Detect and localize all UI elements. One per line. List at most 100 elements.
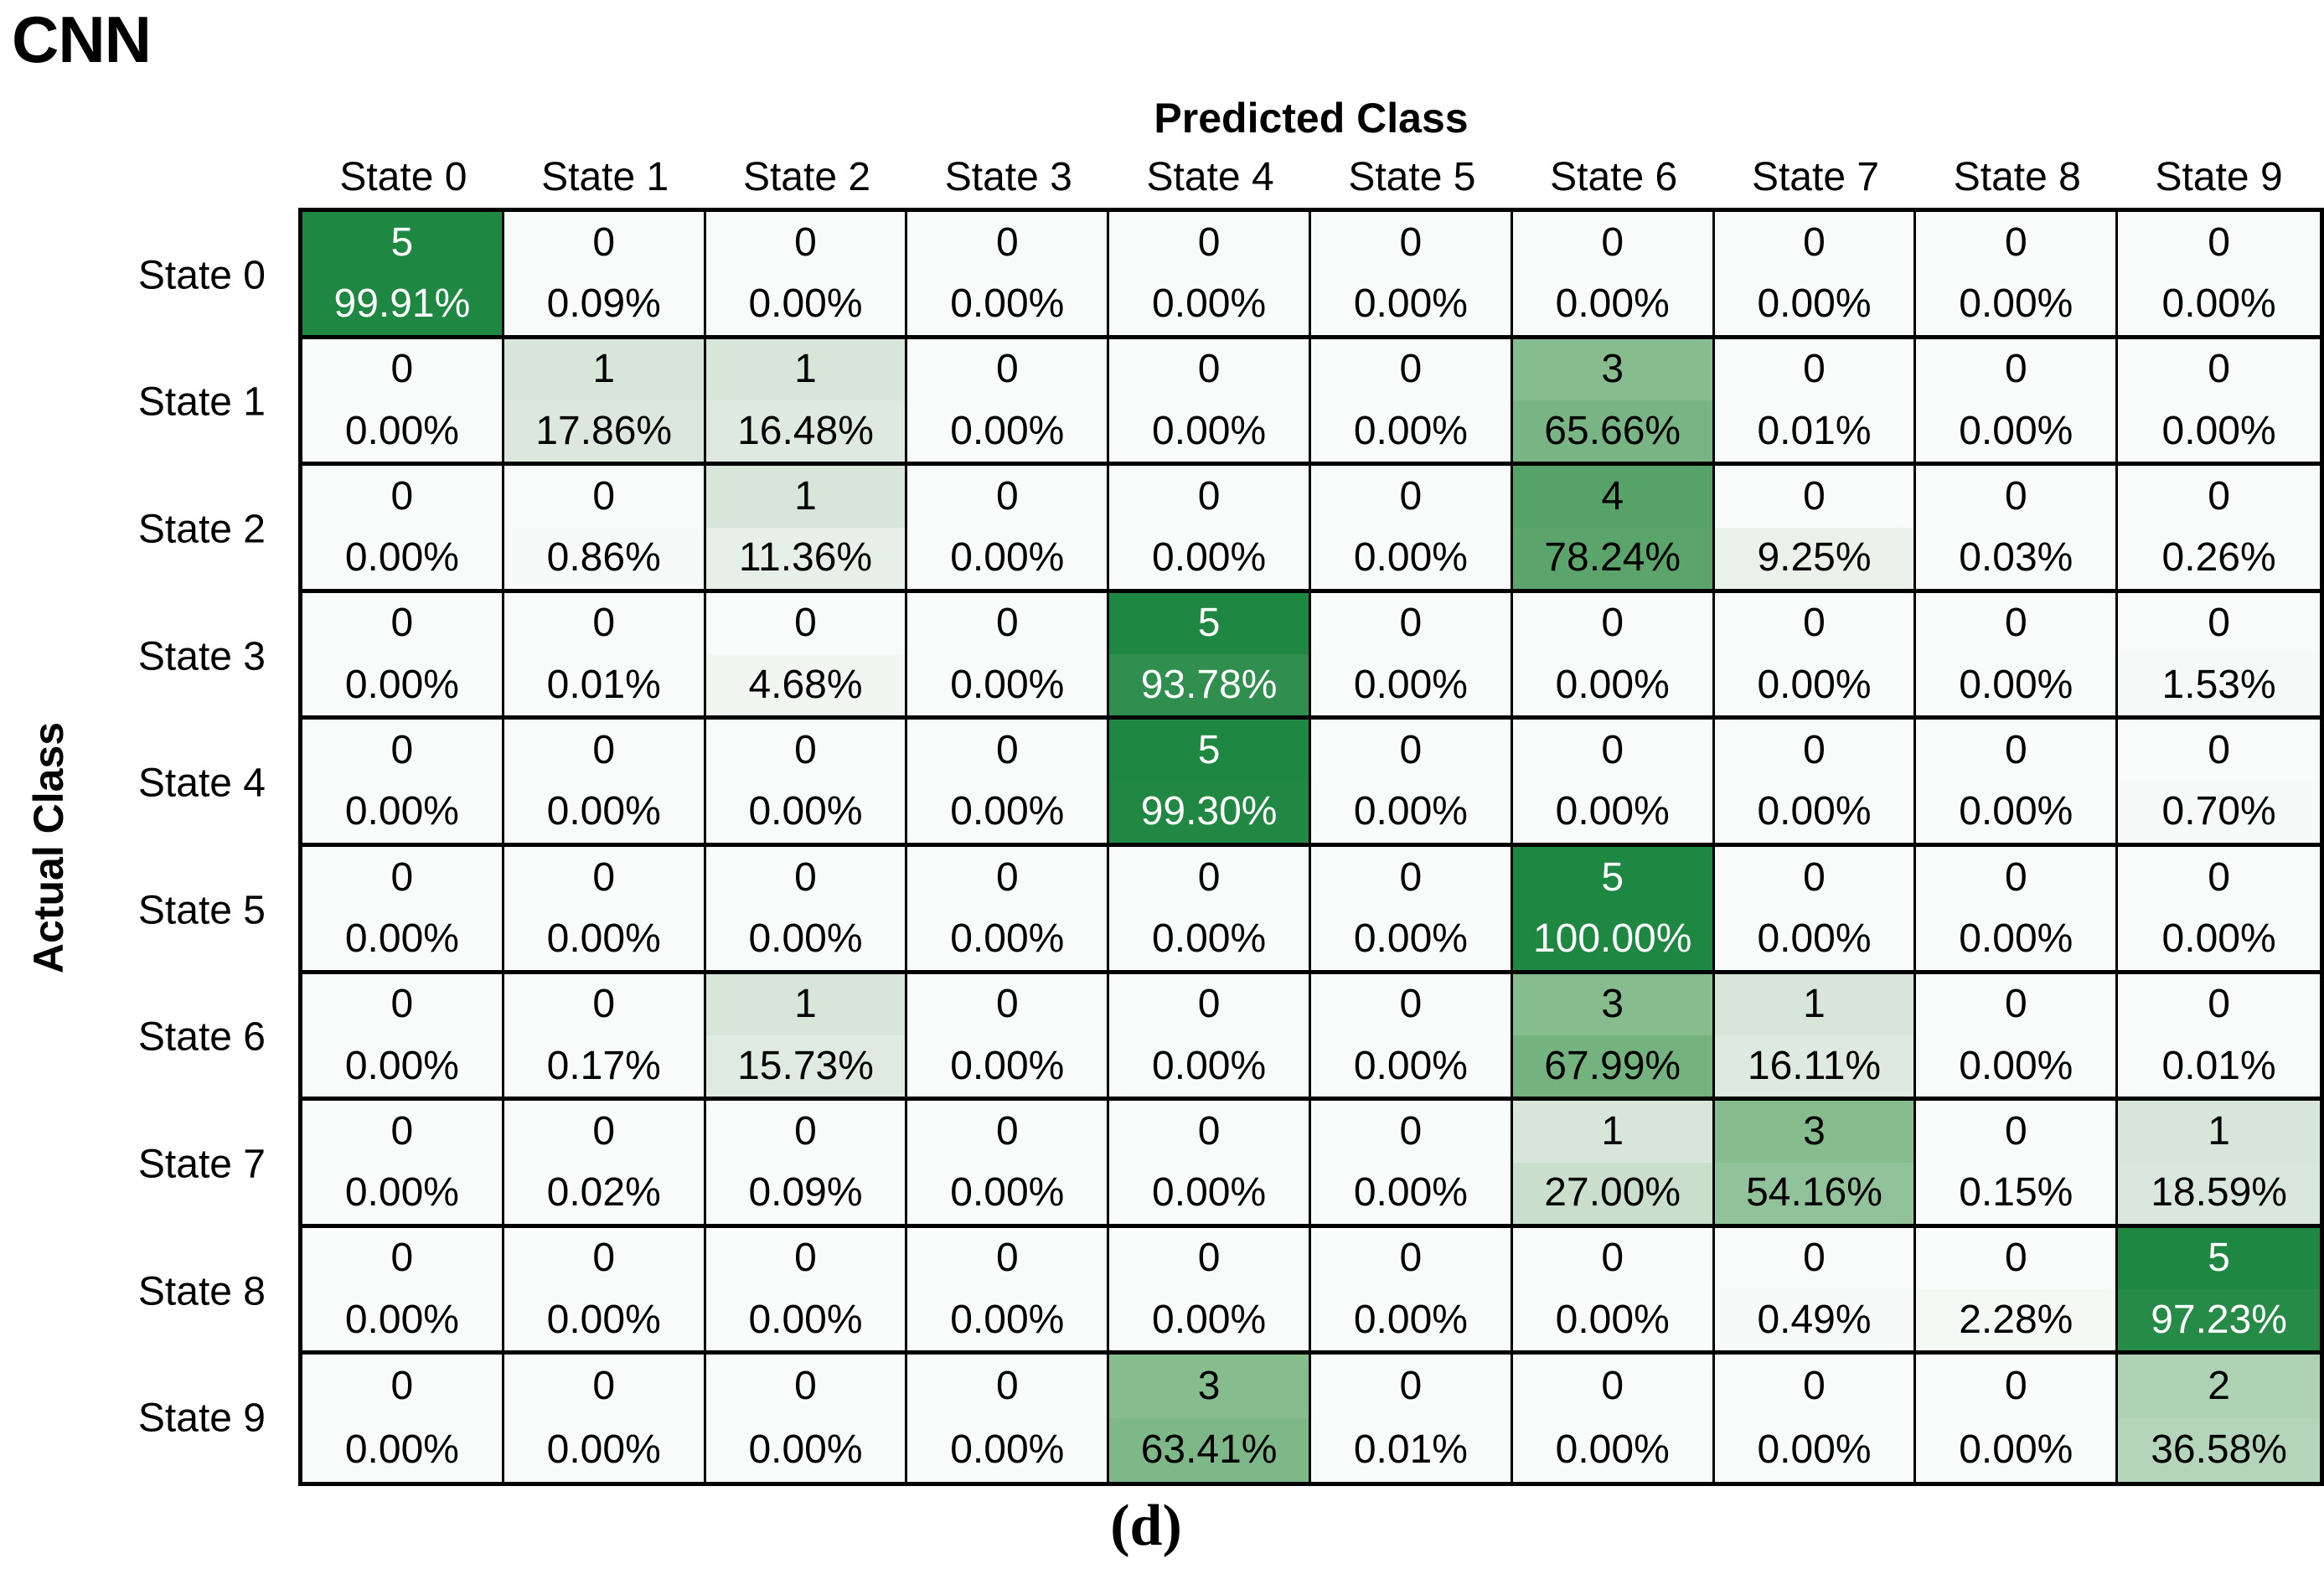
- cell-count: 0: [302, 338, 502, 400]
- cell-count: 0: [1311, 466, 1511, 528]
- cell-percent: 11.36%: [705, 527, 906, 589]
- cell-percent: 78.24%: [1512, 527, 1712, 589]
- matrix-cell: 3 67.99%: [1512, 973, 1715, 1102]
- cell-count: 1: [705, 338, 906, 400]
- matrix-cell: 0 0.01%: [1714, 338, 1917, 467]
- matrix-cell: 0 0.00%: [302, 1355, 504, 1482]
- matrix-cell: 5 99.30%: [1109, 720, 1311, 847]
- cell-percent: 0.00%: [1311, 527, 1511, 589]
- cell-percent: 0.00%: [907, 273, 1108, 335]
- matrix-cell: 0 0.00%: [1109, 466, 1311, 593]
- row-header: State 9: [137, 1396, 266, 1441]
- cell-count: 0: [1311, 1101, 1511, 1163]
- matrix-cell: 0 0.00%: [2118, 847, 2320, 974]
- matrix-cell: 5 99.91%: [302, 212, 504, 339]
- cell-count: 1: [1714, 973, 1914, 1035]
- matrix-cell: 0 0.00%: [907, 973, 1110, 1102]
- cell-count: 0: [1714, 466, 1914, 528]
- cell-percent: 0.00%: [907, 1035, 1108, 1097]
- cell-count: 5: [302, 212, 502, 274]
- cell-percent: 0.00%: [2118, 273, 2320, 335]
- matrix-cell: 5 97.23%: [2118, 1227, 2320, 1355]
- cell-count: 0: [1311, 592, 1511, 655]
- cell-count: 0: [2118, 466, 2320, 528]
- matrix-cell: 0 0.01%: [2118, 973, 2320, 1102]
- matrix-cell: 0 0.00%: [1512, 592, 1715, 720]
- cell-count: 0: [1109, 1101, 1309, 1163]
- cell-percent: 0.00%: [1916, 1035, 2116, 1097]
- cell-count: 0: [504, 720, 704, 782]
- matrix-cell: 0 9.25%: [1714, 466, 1917, 593]
- matrix-cell: 0 0.70%: [2118, 720, 2320, 847]
- matrix-cell: 1 15.73%: [705, 973, 908, 1102]
- matrix-cell: 0 0.00%: [1714, 1355, 1917, 1482]
- cell-count: 0: [1714, 1355, 1914, 1419]
- cell-count: 1: [705, 973, 906, 1035]
- matrix-cell: 0 0.00%: [302, 592, 504, 720]
- row-header: State 1: [137, 379, 266, 425]
- cell-percent: 93.78%: [1109, 654, 1309, 716]
- cell-percent: 16.48%: [705, 400, 906, 462]
- matrix-cell: 0 0.00%: [705, 847, 908, 974]
- cell-percent: 0.86%: [504, 527, 704, 589]
- cell-percent: 0.00%: [907, 1289, 1108, 1351]
- cell-percent: 27.00%: [1512, 1162, 1712, 1224]
- cell-count: 0: [907, 592, 1108, 655]
- matrix-cell: 1 18.59%: [2118, 1101, 2320, 1228]
- matrix-cell: 0 0.00%: [907, 212, 1110, 339]
- matrix-cell: 0 0.00%: [907, 720, 1110, 847]
- cell-percent: 0.00%: [705, 1418, 906, 1482]
- cell-percent: 0.00%: [1714, 908, 1914, 970]
- cell-count: 0: [1311, 212, 1511, 274]
- matrix-cell: 5 93.78%: [1109, 592, 1311, 720]
- matrix-cell: 0 0.00%: [1109, 212, 1311, 339]
- cell-count: 0: [1311, 1355, 1511, 1419]
- cell-percent: 0.00%: [302, 1289, 502, 1351]
- cell-percent: 0.00%: [302, 781, 502, 844]
- matrix-cell: 0 0.00%: [1311, 1227, 1513, 1355]
- row-header: State 7: [137, 1142, 266, 1187]
- matrix-cell: 0 2.28%: [1916, 1227, 2119, 1355]
- matrix-cell: 0 0.09%: [705, 1101, 908, 1228]
- cell-percent: 0.00%: [907, 781, 1108, 844]
- cell-percent: 0.00%: [504, 1418, 704, 1482]
- matrix-cell: 0 0.00%: [1109, 338, 1311, 467]
- cell-count: 0: [705, 1101, 906, 1163]
- cell-count: 0: [1916, 1227, 2116, 1290]
- cell-count: 0: [1512, 212, 1712, 274]
- cell-percent: 65.66%: [1512, 400, 1712, 462]
- cell-percent: 0.00%: [302, 908, 502, 970]
- cell-count: 0: [705, 212, 906, 274]
- cell-count: 0: [2118, 338, 2320, 400]
- cell-percent: 0.00%: [504, 1289, 704, 1351]
- cell-count: 0: [1714, 847, 1914, 909]
- matrix-cell: 0 0.00%: [1512, 1227, 1715, 1355]
- cell-percent: 0.00%: [1109, 400, 1309, 462]
- cell-count: 0: [1109, 1227, 1309, 1290]
- row-header: State 3: [137, 634, 266, 679]
- cell-percent: 54.16%: [1714, 1162, 1914, 1224]
- matrix-cell: 0 0.00%: [302, 1101, 504, 1228]
- cell-percent: 0.01%: [504, 654, 704, 716]
- matrix-cell: 1 11.36%: [705, 466, 908, 593]
- matrix-cell: 0 0.00%: [1916, 973, 2119, 1102]
- cell-count: 0: [2118, 212, 2320, 274]
- cell-count: 0: [1512, 1227, 1712, 1290]
- cell-count: 0: [1916, 212, 2116, 274]
- matrix-cell: 0 0.00%: [1109, 1227, 1311, 1355]
- cell-percent: 0.49%: [1714, 1289, 1914, 1351]
- cell-percent: 0.02%: [504, 1162, 704, 1224]
- matrix-cell: 0 0.00%: [1916, 338, 2119, 467]
- cell-percent: 0.00%: [907, 527, 1108, 589]
- cell-percent: 99.91%: [302, 273, 502, 335]
- matrix-cell: 0 0.00%: [1311, 338, 1513, 467]
- matrix-cell: 0 0.00%: [504, 1227, 706, 1355]
- cell-count: 0: [907, 973, 1108, 1035]
- cell-count: 0: [302, 592, 502, 655]
- cell-count: 0: [1714, 212, 1914, 274]
- cell-count: 0: [1714, 720, 1914, 782]
- matrix-cell: 0 0.00%: [1714, 720, 1917, 847]
- cell-percent: 15.73%: [705, 1035, 906, 1097]
- cell-percent: 0.00%: [2118, 400, 2320, 462]
- row-header: State 8: [137, 1269, 266, 1314]
